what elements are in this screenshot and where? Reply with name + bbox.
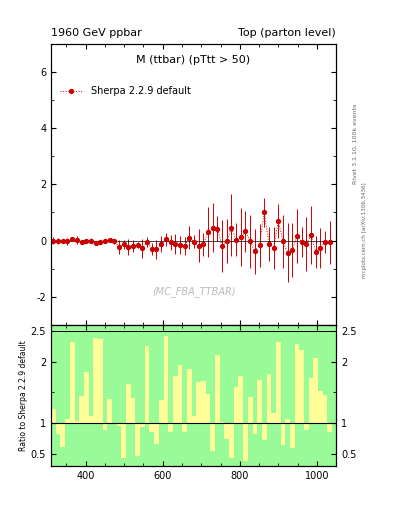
Bar — [299, 350, 304, 423]
Bar — [220, 421, 224, 423]
Bar — [192, 416, 196, 423]
Bar — [290, 423, 295, 449]
Bar — [215, 355, 220, 423]
Bar — [173, 376, 178, 423]
Bar — [314, 358, 318, 423]
Bar — [149, 423, 154, 432]
Text: Rivet 3.1.10, 100k events: Rivet 3.1.10, 100k events — [353, 103, 358, 183]
Bar — [61, 423, 65, 447]
Bar — [75, 421, 79, 423]
Bar — [131, 398, 136, 423]
Bar — [163, 336, 168, 423]
Bar — [229, 423, 234, 458]
Bar — [140, 423, 145, 427]
Bar — [56, 423, 61, 434]
Bar — [51, 409, 56, 423]
Bar — [323, 395, 327, 423]
Bar — [295, 344, 299, 423]
Bar — [79, 396, 84, 423]
Bar — [84, 373, 88, 423]
Bar — [285, 419, 290, 423]
Bar — [70, 342, 75, 423]
Bar — [107, 399, 112, 423]
Bar — [93, 338, 98, 423]
Bar — [327, 423, 332, 432]
Bar — [126, 385, 131, 423]
Bar — [304, 423, 309, 430]
Bar — [159, 400, 163, 423]
Bar — [121, 423, 126, 458]
Bar — [112, 423, 117, 424]
Bar — [168, 423, 173, 432]
Bar — [309, 378, 314, 423]
Text: 1960 GeV ppbar: 1960 GeV ppbar — [51, 28, 142, 38]
Bar — [224, 423, 229, 439]
Bar — [281, 423, 285, 445]
Bar — [318, 392, 323, 423]
Bar — [253, 423, 257, 434]
Bar — [257, 380, 262, 423]
Bar — [243, 423, 248, 461]
Bar — [136, 423, 140, 456]
Bar — [276, 343, 281, 423]
Bar — [65, 419, 70, 423]
Bar — [262, 423, 266, 440]
Bar — [178, 365, 182, 423]
Bar — [103, 423, 107, 431]
Bar — [88, 416, 93, 423]
Text: (MC_FBA_TTBAR): (MC_FBA_TTBAR) — [152, 286, 235, 297]
Text: M (ttbar) (pTtt > 50): M (ttbar) (pTtt > 50) — [136, 55, 251, 65]
Bar — [271, 413, 276, 423]
Bar — [248, 397, 253, 423]
Bar — [210, 423, 215, 451]
Y-axis label: Ratio to Sherpa 2.2.9 default: Ratio to Sherpa 2.2.9 default — [19, 340, 28, 451]
Bar — [196, 381, 201, 423]
Bar — [201, 381, 206, 423]
Bar — [239, 376, 243, 423]
Bar — [206, 394, 210, 423]
Bar — [187, 369, 192, 423]
Bar — [145, 346, 149, 423]
Bar — [266, 374, 271, 423]
Text: Top (parton level): Top (parton level) — [238, 28, 336, 38]
Text: Sherpa 2.2.9 default: Sherpa 2.2.9 default — [91, 87, 191, 96]
Bar — [98, 339, 103, 423]
Text: mcplots.cern.ch [arXiv:1306.3436]: mcplots.cern.ch [arXiv:1306.3436] — [362, 183, 367, 278]
Bar — [234, 387, 239, 423]
Bar — [154, 423, 159, 444]
Bar — [117, 423, 121, 426]
Bar — [182, 423, 187, 432]
